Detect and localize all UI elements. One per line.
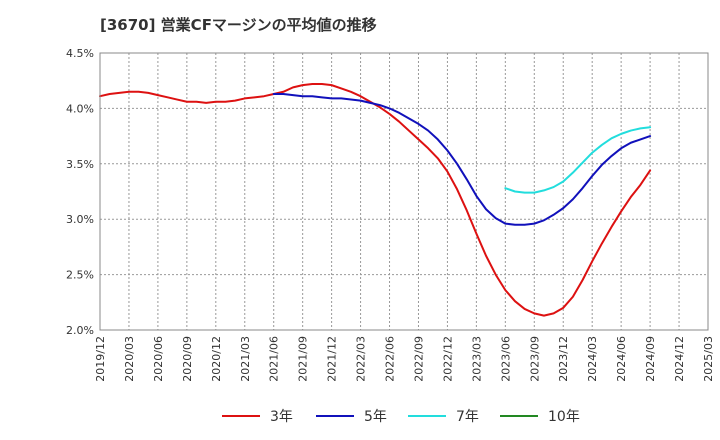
y-tick-label: 4.0% bbox=[66, 102, 94, 115]
x-tick-label: 2022/09 bbox=[412, 336, 425, 382]
x-axis: 2019/12 2020/03 2020/06 2020/09 2020/12 2021/… bbox=[94, 336, 715, 382]
x-tick-label: 2024/06 bbox=[615, 336, 628, 382]
x-tick-label: 2019/12 bbox=[94, 336, 107, 382]
x-tick-label: 2020/09 bbox=[181, 336, 194, 382]
legend-item: 3年 bbox=[222, 404, 293, 428]
grid-lines bbox=[100, 53, 708, 330]
x-tick-label: 2021/06 bbox=[268, 336, 281, 382]
legend-swatch bbox=[500, 415, 538, 417]
plot-background bbox=[100, 53, 708, 330]
x-tick-label: 2021/03 bbox=[239, 336, 252, 382]
x-tick-label: 2020/06 bbox=[152, 336, 165, 382]
y-tick-label: 3.0% bbox=[66, 213, 94, 226]
series-lines bbox=[99, 83, 652, 317]
y-tick-label: 4.5% bbox=[66, 47, 94, 60]
x-tick-label: 2020/12 bbox=[210, 336, 223, 382]
legend-item: 10年 bbox=[500, 404, 580, 428]
x-tick-label: 2023/03 bbox=[470, 336, 483, 382]
x-tick-label: 2024/03 bbox=[586, 336, 599, 382]
legend-item: 7年 bbox=[408, 404, 479, 428]
legend-label: 10年 bbox=[548, 409, 580, 425]
x-tick-label: 2023/06 bbox=[499, 336, 512, 382]
legend-label: 3年 bbox=[270, 409, 293, 425]
line-chart: 2.0%2.5%3.0%3.5%4.0%4.5% 2019/12 2020/03 2… bbox=[66, 47, 715, 382]
x-tick-label: 2024/12 bbox=[673, 336, 686, 382]
chart-title: [3670] 営業CFマージンの平均値の推移 bbox=[100, 16, 377, 34]
legend-swatch bbox=[316, 415, 354, 417]
x-tick-label: 2023/09 bbox=[528, 336, 541, 382]
x-tick-label: 2023/12 bbox=[557, 336, 570, 382]
legend-label: 7年 bbox=[456, 409, 479, 425]
y-axis: 2.0% 2.5% 3.0% 3.5% 4.0% 4.5% bbox=[66, 47, 94, 337]
legend-swatch bbox=[408, 415, 446, 417]
x-tick-label: 2021/09 bbox=[297, 336, 310, 382]
plot-frame bbox=[99, 52, 709, 331]
x-tick-label: 2022/12 bbox=[441, 336, 454, 382]
y-tick-label: 2.0% bbox=[66, 324, 94, 337]
legend-label: 5年 bbox=[364, 409, 387, 425]
y-tick-label: 2.5% bbox=[66, 269, 94, 282]
series-line-7年 bbox=[504, 126, 652, 194]
legend-item: 5年 bbox=[316, 404, 387, 428]
x-tick-label: 2022/06 bbox=[384, 336, 397, 382]
x-tick-label: 2022/03 bbox=[355, 336, 368, 382]
x-tick-label: 2025/03 bbox=[702, 336, 715, 382]
x-tick-label: 2024/09 bbox=[644, 336, 657, 382]
legend: 3年 5年 7年 10年 bbox=[0, 404, 720, 428]
series-line-5年 bbox=[272, 93, 652, 226]
y-tick-label: 3.5% bbox=[66, 158, 94, 171]
x-tick-label: 2021/12 bbox=[326, 336, 339, 382]
x-tick-label: 2020/03 bbox=[123, 336, 136, 382]
legend-swatch bbox=[222, 415, 260, 417]
